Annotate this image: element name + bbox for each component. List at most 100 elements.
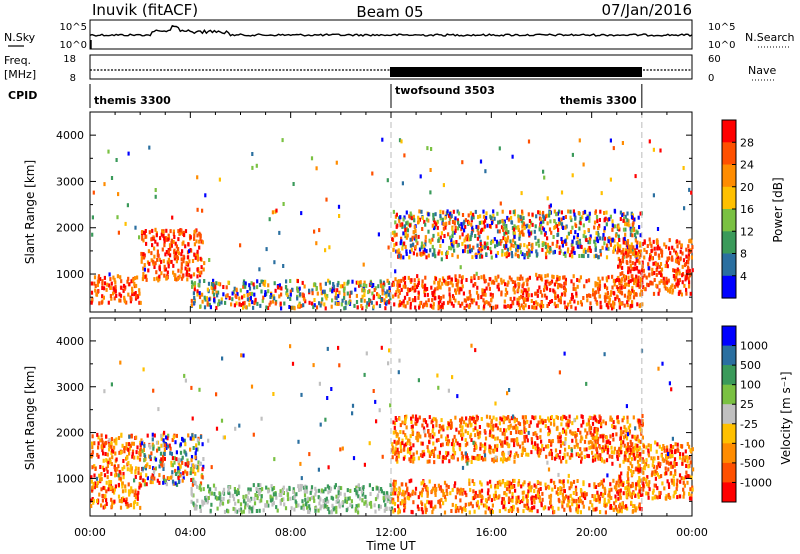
- heatmap-cell: [623, 278, 626, 283]
- heatmap-cell: [396, 494, 400, 499]
- heatmap-cell: [423, 247, 426, 252]
- heatmap-cell: [559, 295, 562, 300]
- heatmap-cell: [383, 493, 386, 498]
- heatmap-cell: [597, 232, 600, 237]
- heatmap-cell: [671, 290, 674, 295]
- heatmap-cell: [469, 487, 472, 492]
- heatmap-cell: [518, 306, 521, 311]
- heatmap-cell: [106, 469, 109, 474]
- heatmap-cell: [524, 428, 528, 433]
- heatmap-cell: [521, 252, 524, 257]
- heatmap-cell: [593, 429, 596, 434]
- heatmap-cell: [526, 499, 529, 504]
- heatmap-cell: [598, 294, 602, 299]
- heatmap-cell: [564, 277, 567, 282]
- heatmap-cell: [106, 464, 109, 468]
- heatmap-cell: [503, 304, 506, 309]
- heatmap-cell: [351, 279, 354, 284]
- heatmap-cell: [557, 506, 560, 511]
- heatmap-cell: [611, 432, 615, 437]
- heatmap-cell: [429, 240, 432, 245]
- heatmap-cell: [502, 279, 505, 284]
- heatmap-cell: [634, 493, 637, 498]
- heatmap-cell: [464, 502, 467, 507]
- heatmap-cell: [396, 249, 399, 254]
- heatmap-cell: [505, 227, 508, 232]
- heatmap-cell: [101, 448, 104, 453]
- heatmap-cell: [550, 478, 553, 483]
- heatmap-cell: [254, 493, 257, 497]
- heatmap-cell: [633, 504, 636, 509]
- heatmap-cell: [652, 291, 656, 296]
- y-tick-label: 3000: [56, 175, 84, 188]
- heatmap-cell: [502, 236, 505, 241]
- heatmap-cell: [313, 498, 316, 503]
- heatmap-cell: [641, 275, 644, 280]
- heatmap-cell: [389, 296, 392, 301]
- heatmap-cell: [448, 245, 451, 250]
- heatmap-cell: [548, 227, 552, 232]
- heatmap-cell: [455, 290, 458, 295]
- heatmap-cell: [91, 465, 94, 470]
- heatmap-cell: [409, 249, 412, 254]
- heatmap-cell: [343, 492, 346, 497]
- heatmap-cell: [496, 284, 499, 289]
- heatmap-cell: [594, 281, 597, 286]
- heatmap-cell: [150, 451, 153, 456]
- heatmap-cell: [151, 473, 154, 478]
- heatmap-cell: [404, 433, 407, 437]
- heatmap-cell: [180, 228, 183, 233]
- heatmap-cell: [372, 283, 375, 287]
- heatmap-cell: [508, 480, 511, 485]
- heatmap-cell: [421, 251, 424, 256]
- heatmap-cell: [485, 211, 488, 216]
- heatmap-cell: [421, 487, 424, 492]
- heatmap-cell: [541, 247, 544, 252]
- heatmap-cell: [280, 493, 283, 498]
- heatmap-cell: [348, 496, 351, 501]
- heatmap-cell: [596, 286, 600, 291]
- heatmap-cell: [353, 303, 356, 308]
- heatmap-cell: [466, 249, 469, 254]
- heatmap-cell: [625, 259, 628, 264]
- heatmap-cell: [678, 269, 681, 274]
- heatmap-cell: [308, 510, 311, 514]
- heatmap-cell: [607, 305, 610, 310]
- heatmap-cell: [142, 252, 145, 257]
- heatmap-cell: [177, 466, 180, 471]
- colorbar-swatch: [722, 209, 736, 232]
- heatmap-cell: [143, 267, 146, 272]
- heatmap-cell: [428, 479, 431, 484]
- heatmap-cell: [655, 283, 658, 288]
- heatmap-cell: [438, 304, 442, 309]
- heatmap-cell: [427, 218, 430, 223]
- heatmap-cell: [193, 298, 196, 303]
- heatmap-cell: [543, 175, 546, 180]
- heatmap-cell: [571, 438, 574, 443]
- heatmap-cell: [258, 267, 261, 272]
- heatmap-cell: [403, 295, 407, 300]
- heatmap-cell: [687, 256, 690, 261]
- heatmap-cell: [153, 277, 156, 282]
- heatmap-cell: [601, 484, 605, 489]
- heatmap-cell: [640, 419, 643, 424]
- heatmap-cell: [274, 301, 277, 306]
- heatmap-cell: [571, 254, 574, 259]
- heatmap-cell: [454, 503, 458, 508]
- heatmap-cell: [214, 486, 217, 491]
- heatmap-cell: [360, 304, 363, 308]
- heatmap-cell: [585, 447, 588, 452]
- heatmap-cell: [504, 282, 507, 287]
- noise-sky-line: [89, 24, 693, 49]
- heatmap-cell: [599, 249, 602, 253]
- heatmap-cell: [403, 275, 407, 280]
- heatmap-cell: [163, 452, 166, 456]
- heatmap-cell: [428, 415, 431, 420]
- heatmap-cell: [538, 285, 541, 290]
- heatmap-cell: [133, 455, 136, 460]
- heatmap-cell: [90, 290, 94, 295]
- heatmap-cell: [596, 236, 599, 241]
- heatmap-cell: [531, 212, 534, 217]
- heatmap-cell: [517, 253, 520, 258]
